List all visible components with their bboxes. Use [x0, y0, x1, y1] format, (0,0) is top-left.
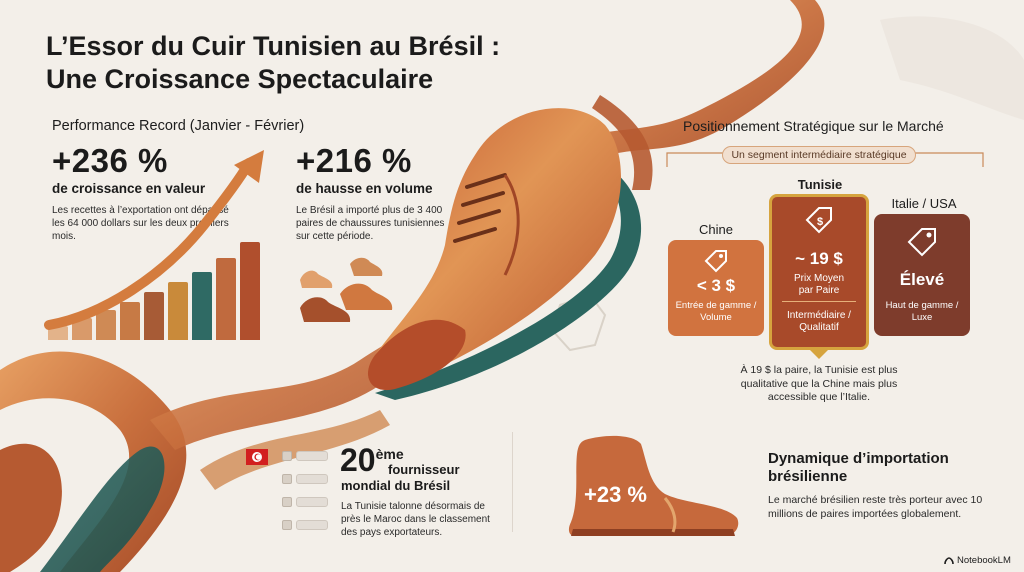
brand-name: NotebookLM: [957, 555, 1011, 566]
list-line: [296, 520, 328, 530]
tier-china-country: Chine: [699, 222, 733, 237]
growth-bar-chart-icon: [48, 240, 270, 340]
tier-italy-box: Élevé Haut de gamme / Luxe: [874, 214, 970, 336]
shoes-pair-icon: [300, 257, 393, 322]
value-growth-description: Les recettes à l’exportation ont dépassé…: [52, 205, 229, 242]
tier-tunisia-level: Intermédiaire / Qualitatif: [787, 310, 851, 333]
list-marker: [282, 520, 292, 530]
tier-china-box: < 3 $ Entrée de gamme / Volume: [668, 240, 764, 336]
tier-tunisia-pointer: [808, 348, 830, 359]
tier-tunisia-price: ~ 19 $: [795, 249, 843, 268]
oxford-shoe-illustration: [367, 108, 642, 400]
page-title: L’Essor du Cuir Tunisien au Brésil : Une…: [46, 30, 566, 96]
import-description: Le marché brésilien reste très porteur a…: [768, 494, 983, 520]
tier-italy-country: Italie / USA: [891, 196, 957, 211]
tier-italy-level: Haut de gamme / Luxe: [885, 300, 959, 323]
svg-text:$: $: [817, 216, 823, 228]
tier-italy-price: Élevé: [899, 270, 945, 289]
segment-pill: Un segment intermédiaire stratégique: [722, 146, 916, 164]
notebooklm-logo-icon: [944, 556, 954, 564]
supplier-rank: 20ème: [340, 442, 404, 479]
page-title-line-1: L’Essor du Cuir Tunisien au Brésil :: [46, 31, 501, 61]
volume-growth-label: de hausse en volume: [296, 181, 433, 196]
page-title-line-2: Une Croissance Spectaculaire: [46, 64, 434, 94]
price-tag-icon: [704, 250, 727, 273]
growth-arrow-icon: [44, 150, 264, 330]
value-growth-number: +236 %: [52, 142, 168, 179]
list-marker: [282, 451, 292, 461]
tunisia-flag-icon: [246, 449, 268, 465]
volume-growth-description: Le Brésil a importé plus de 3 400 paires…: [296, 205, 445, 242]
supplier-label-line-1: fournisseur: [388, 462, 460, 477]
volume-growth-number: +216 %: [296, 142, 412, 179]
boot-icon: [568, 435, 739, 536]
brand-badge: NotebookLM: [944, 555, 1011, 566]
market-note: À 19 $ la paire, la Tunisie est plus qua…: [740, 364, 898, 403]
price-tag-icon: [907, 228, 936, 257]
list-marker: [282, 497, 292, 507]
tier-tunisia-country: Tunisie: [797, 177, 843, 192]
tier-china-price: < 3 $: [696, 276, 736, 295]
import-heading: Dynamique d’importation brésilienne: [768, 450, 949, 485]
tier-divider: [782, 301, 856, 302]
tier-tunisia-sub: Prix Moyen par Paire: [793, 273, 844, 296]
list-marker: [282, 474, 292, 484]
market-heading: Positionnement Stratégique sur le Marché: [683, 118, 944, 134]
import-growth-badge: +23 %: [584, 482, 647, 507]
tier-china-level: Entrée de gamme / Volume: [675, 300, 757, 323]
list-line: [296, 474, 328, 484]
vertical-divider: [512, 432, 513, 532]
supplier-rank-suffix: ème: [375, 446, 404, 462]
supplier-rank-number: 20: [340, 442, 376, 478]
supplier-description: La Tunisie talonne désormais de près le …: [341, 501, 490, 538]
dollar-tag-icon: $: [805, 207, 832, 234]
list-line: [296, 497, 328, 507]
performance-heading: Performance Record (Janvier - Février): [52, 118, 305, 134]
value-growth-label: de croissance en valeur: [52, 181, 206, 196]
tier-tunisia-box: $ ~ 19 $ Prix Moyen par Paire Intermédia…: [769, 194, 869, 350]
list-line: [296, 451, 328, 461]
supplier-label-line-2: mondial du Brésil: [341, 478, 451, 493]
